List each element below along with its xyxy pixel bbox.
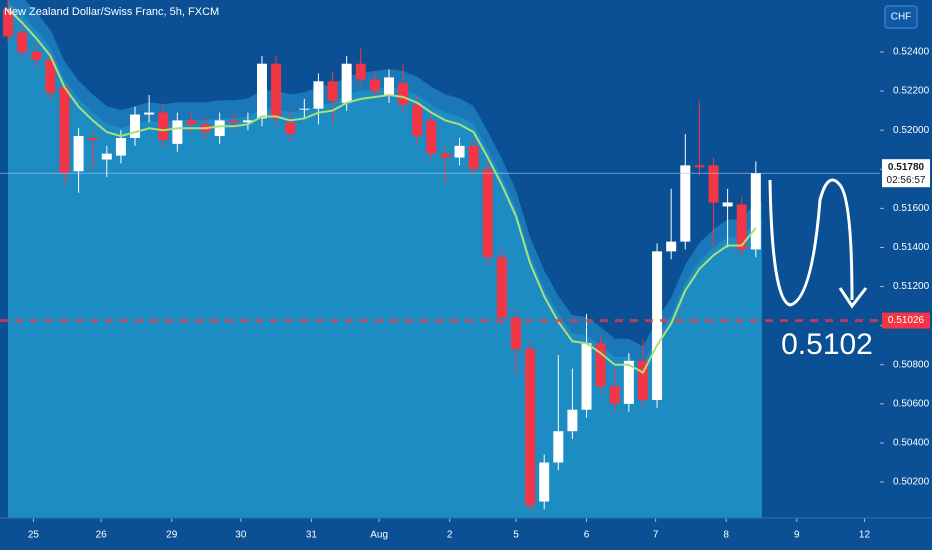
candle-body [73, 136, 84, 172]
candle-body [680, 165, 691, 242]
target-label: 0.51026 [888, 315, 925, 326]
candle-body [341, 63, 352, 103]
candle-body [398, 83, 409, 105]
y-tick-label: 0.50800 [893, 359, 930, 370]
candle-body [412, 104, 423, 137]
candle-body [158, 112, 169, 140]
x-tick-label: 29 [166, 530, 178, 541]
candle-body [285, 122, 296, 135]
x-tick-label: 25 [28, 530, 40, 541]
candle-body [383, 77, 394, 95]
plot-area [3, 0, 762, 518]
x-tick-label: 5 [513, 530, 519, 541]
candle-body [482, 169, 493, 258]
candle-body [426, 120, 437, 154]
candle-body [454, 145, 465, 158]
x-tick-label: 30 [235, 530, 247, 541]
candle-body [369, 79, 380, 92]
candle-body [3, 8, 14, 37]
last-price-box [882, 159, 930, 188]
x-tick-label: 26 [96, 530, 108, 541]
candle-body [468, 145, 479, 170]
candle-body [257, 63, 268, 119]
candle-body [736, 204, 747, 250]
y-tick-label: 0.51400 [893, 242, 930, 253]
y-tick-label: 0.52200 [893, 86, 930, 97]
currency-button[interactable] [884, 5, 918, 29]
candle-body [327, 81, 338, 101]
x-tick-label: 9 [794, 530, 800, 541]
x-tick-label: 7 [653, 530, 659, 541]
candle-body [31, 51, 42, 60]
x-tick-label: 6 [584, 530, 590, 541]
x-tick-label: 31 [306, 530, 318, 541]
candle-body [553, 431, 564, 463]
x-tick-label: 2 [447, 530, 453, 541]
candle-body [242, 120, 253, 123]
candle-body [355, 63, 366, 80]
candle-body [637, 360, 648, 400]
y-tick-label: 0.51600 [893, 203, 930, 214]
candle-body [172, 120, 183, 144]
moving-average [7, 8, 757, 374]
chart-title: New Zealand Dollar/Swiss Franc, 5h, FXCM [4, 6, 219, 18]
candle-body [496, 257, 507, 318]
y-tick-label: 0.52000 [893, 125, 930, 136]
countdown-label: 02:56:57 [887, 175, 926, 186]
candle-body [666, 241, 677, 252]
candle-body [440, 153, 451, 158]
envelope-fill [8, 0, 762, 518]
y-tick-label: 0.50200 [893, 477, 930, 488]
currency-label[interactable]: CHF [891, 12, 912, 23]
x-tick-label: 12 [859, 530, 871, 541]
candle-body [708, 165, 719, 203]
candle-body [581, 343, 592, 410]
candle-body [722, 202, 733, 207]
annotation: 0.5102 [781, 328, 873, 361]
candle-body [144, 112, 155, 115]
y-tick-label: 0.51200 [893, 281, 930, 292]
last-price-label: 0.51780 [888, 162, 925, 173]
candle-body [228, 120, 239, 123]
candle-body [750, 173, 761, 250]
candle-body [45, 59, 56, 94]
candle-body [59, 87, 70, 174]
candle-body [525, 349, 536, 506]
candle-body [299, 108, 310, 110]
candle-body [17, 32, 28, 52]
candle-body [130, 114, 141, 139]
target-label-box [882, 312, 930, 329]
candle-body [101, 153, 112, 160]
arrow-head [838, 287, 868, 309]
x-tick-label: Aug [370, 530, 388, 541]
candle-body [595, 343, 606, 387]
candle-body [510, 317, 521, 350]
candle-body [313, 81, 324, 109]
candle-body [652, 251, 663, 400]
y-tick-label: 0.50400 [893, 438, 930, 449]
candle-body [609, 386, 620, 404]
x-tick-label: 8 [723, 530, 729, 541]
y-tick-label: 0.50600 [893, 398, 930, 409]
y-tick-label: 0.52400 [893, 47, 930, 58]
candle-body [539, 462, 550, 502]
candle-body [694, 165, 705, 168]
candle-body [567, 409, 578, 432]
candle-body [214, 120, 225, 137]
candle-body [623, 360, 634, 404]
candle-body [271, 63, 282, 119]
candle-body [87, 138, 98, 140]
forecast-arrow [768, 178, 854, 307]
candle-body [186, 120, 197, 125]
candle-body [115, 138, 126, 156]
